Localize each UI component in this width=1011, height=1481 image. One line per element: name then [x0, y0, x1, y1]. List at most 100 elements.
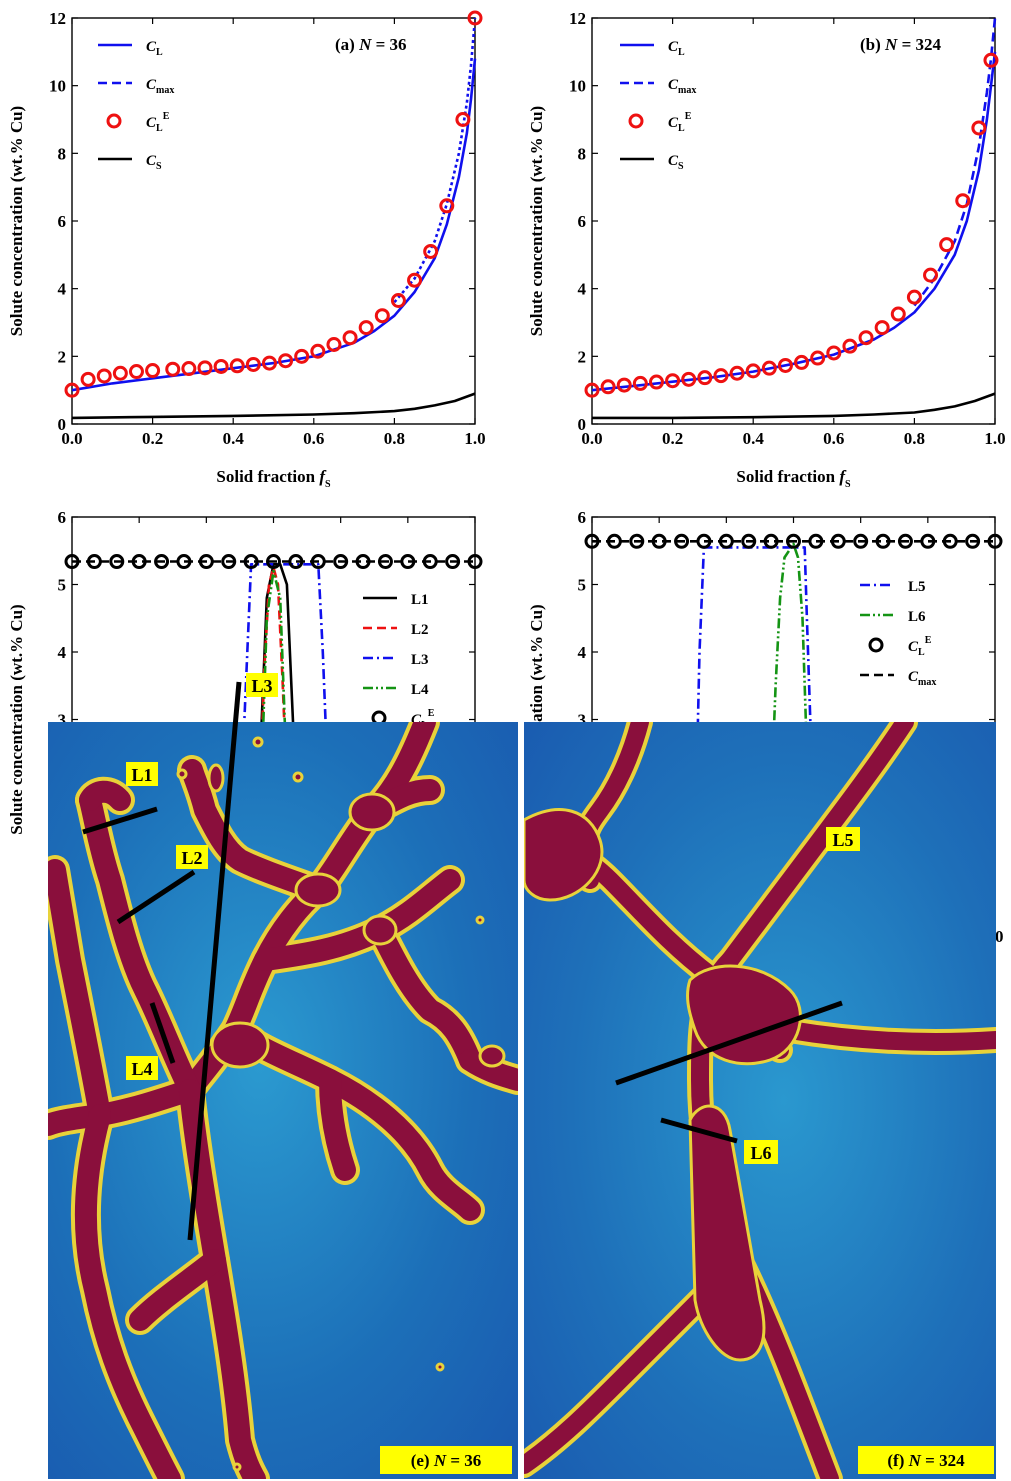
- micro-f-panel-label: (f) N = 324: [887, 1451, 965, 1470]
- series-cle-point: [665, 373, 681, 389]
- legend-label: L5: [908, 579, 926, 595]
- y-tick-label: 4: [578, 643, 587, 662]
- legend-entry: CL: [620, 39, 685, 58]
- probe-line-l1: [82, 806, 158, 835]
- y-tick-label: 12: [569, 9, 586, 28]
- probe-line-l4: [149, 1002, 176, 1064]
- series-cle-point: [939, 237, 955, 253]
- series-cle-point: [288, 554, 304, 570]
- y-tick-label: 4: [578, 280, 587, 299]
- x-axis-label: Solid fraction fS: [736, 467, 851, 490]
- series-cle-point: [294, 348, 310, 364]
- micro-label-l3: L3: [251, 676, 272, 696]
- x-tick-label: 0.2: [662, 429, 683, 448]
- series-cle-point: [983, 52, 999, 68]
- legend-label: CS: [146, 153, 162, 172]
- legend-label: CL: [146, 39, 163, 58]
- series-cle-point: [584, 382, 600, 398]
- x-tick-label: 0.4: [743, 429, 765, 448]
- series-cle-point: [243, 554, 259, 570]
- series-cle-point: [278, 353, 294, 369]
- series-cle-point: [606, 533, 622, 549]
- legend-label: L6: [908, 609, 926, 625]
- legend-label: L3: [411, 652, 429, 668]
- legend-entry: L6: [860, 609, 926, 625]
- probe-line-l6: [660, 1117, 738, 1144]
- series-cle-point: [423, 243, 439, 259]
- series-cle-point: [455, 112, 471, 127]
- y-tick-label: 10: [49, 77, 66, 96]
- legend-entry: L4: [363, 682, 429, 698]
- series-cle-point: [777, 357, 793, 373]
- y-tick-label: 12: [49, 9, 66, 28]
- series-cle-point: [942, 533, 958, 549]
- legend-label: L1: [411, 592, 429, 608]
- series-cle-point: [761, 360, 777, 376]
- series-cle-point: [890, 306, 906, 322]
- legend-label: CL: [668, 39, 685, 58]
- legend-entry: L3: [363, 652, 429, 668]
- legend-entry: CL: [98, 39, 163, 58]
- series-cle-point: [245, 356, 261, 372]
- series-cle-point: [830, 533, 846, 549]
- legend-label: Cmax: [908, 669, 936, 688]
- legend-label: CLE: [668, 111, 692, 134]
- micro-label-l2: L2: [181, 848, 202, 868]
- x-tick-label: 1.0: [464, 429, 485, 448]
- series-cle-point: [763, 533, 779, 549]
- series-cl-line: [591, 51, 997, 392]
- series-cle-point: [674, 533, 690, 549]
- legend-entry: CS: [620, 153, 684, 172]
- y-tick-label: 5: [578, 576, 587, 595]
- y-tick-label: 2: [58, 347, 67, 366]
- series-cle-point: [786, 533, 801, 549]
- legend-label: Cmax: [668, 77, 696, 96]
- y-tick-label: 10: [569, 77, 586, 96]
- series-cle-point: [632, 375, 648, 391]
- x-tick-label: 0.0: [581, 429, 602, 448]
- legend-entry: CLE: [868, 635, 932, 658]
- series-cle-point: [713, 368, 729, 384]
- y-tick-label: 3: [58, 711, 67, 730]
- microstructure-panel-f: L5 L6 (f) N = 324: [524, 722, 996, 1479]
- x-tick-label: 0.8: [384, 429, 405, 448]
- x-tick-label: 0.0: [61, 429, 82, 448]
- series-cle-point: [920, 533, 936, 549]
- series-cle-point: [422, 554, 438, 570]
- series-cle-point: [439, 198, 455, 214]
- y-tick-label: 8: [58, 144, 67, 163]
- series-cle-point: [213, 358, 229, 374]
- series-cle-point: [718, 533, 734, 549]
- micro-label-l1: L1: [131, 765, 152, 785]
- series-cle-point: [229, 358, 245, 374]
- legend-entry: L1: [363, 592, 429, 608]
- series-cle-point: [616, 377, 632, 393]
- legend-entry: Cmax: [620, 77, 696, 96]
- probe-line-l5: [615, 1000, 843, 1086]
- series-cle-point: [467, 10, 483, 26]
- legend-entry: CS: [98, 153, 162, 172]
- series-cle-point: [600, 379, 616, 395]
- micro-e-probe-lines: [82, 681, 242, 1241]
- series-cle-point: [745, 363, 761, 379]
- series-cle-point: [197, 360, 213, 376]
- series-cle-point: [326, 336, 342, 352]
- series-cle-point: [400, 554, 416, 570]
- series-cle-point: [794, 354, 810, 370]
- legend-label: Cmax: [146, 77, 174, 96]
- y-tick-label: 0: [58, 415, 67, 434]
- series-cle-point: [358, 320, 374, 336]
- series-cmax-line: [393, 17, 477, 304]
- series-cle-point: [86, 554, 102, 570]
- micro-f-probe-lines: [615, 1000, 843, 1144]
- series-cle-point: [221, 554, 237, 570]
- series-cle-point: [128, 364, 144, 380]
- series-cle-point: [64, 382, 80, 398]
- micro-label-l5: L5: [832, 830, 853, 850]
- microstructure-panel-e: L1 L2 L3 L4 (e) N = 36: [48, 673, 518, 1479]
- series-cle-point: [467, 554, 483, 570]
- series-cle-point: [96, 368, 112, 384]
- series-cle-point: [181, 361, 197, 377]
- series-cle-point: [154, 554, 170, 570]
